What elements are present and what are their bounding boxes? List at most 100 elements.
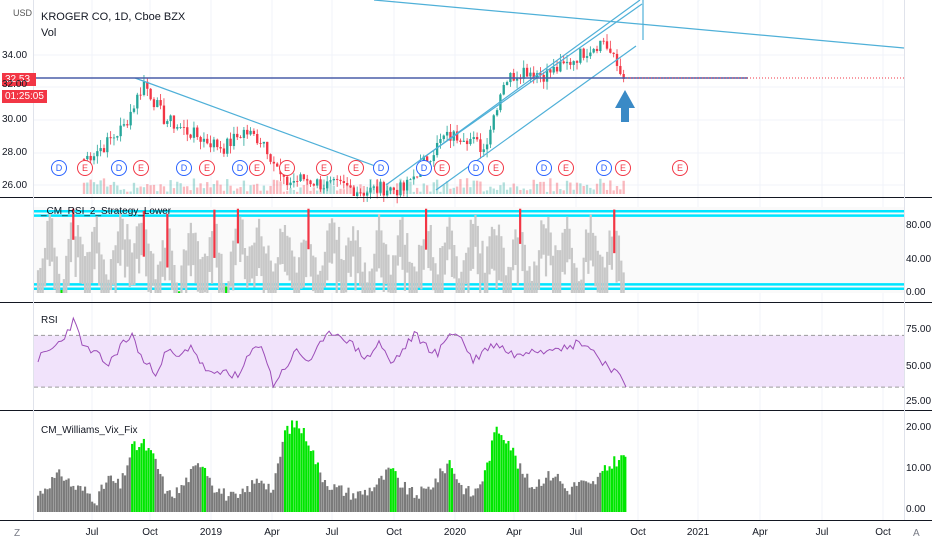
volume-bar (452, 187, 455, 194)
rsi-pane-title[interactable]: RSI (41, 315, 58, 326)
price-pane (34, 0, 905, 204)
vix-bar (441, 471, 444, 512)
vix-bar (349, 499, 352, 512)
vix-bar (46, 489, 49, 512)
volume-label[interactable]: Vol (41, 27, 57, 39)
vix-bar (100, 484, 103, 512)
dividend-marker[interactable]: D (468, 160, 484, 176)
vix-bar (269, 492, 272, 512)
vix-bar (453, 473, 456, 512)
dividend-marker[interactable]: D (176, 160, 192, 176)
vix-bar (295, 420, 298, 512)
volume-bar (202, 188, 206, 194)
vix-bar (434, 478, 437, 512)
volume-bar (582, 185, 585, 194)
earnings-marker[interactable]: E (558, 160, 574, 176)
vix-bar (105, 482, 108, 512)
candle-body (222, 148, 226, 154)
vix-bar (333, 484, 336, 512)
candle-body (382, 182, 385, 196)
earnings-marker[interactable]: E (615, 160, 631, 176)
timezone-button[interactable]: Z (14, 528, 21, 539)
earnings-marker[interactable]: E (488, 160, 504, 176)
dividend-marker[interactable]: D (232, 160, 248, 176)
volume-bar (575, 182, 579, 194)
earnings-marker[interactable]: E (249, 160, 265, 176)
candle-body (365, 192, 369, 196)
vix-bar (65, 479, 68, 512)
candle-body (402, 182, 405, 191)
candle-body (139, 94, 142, 96)
vix-bar (401, 487, 404, 512)
candle-body (512, 72, 515, 81)
vix-bar (62, 480, 65, 512)
vix-bar (124, 475, 127, 512)
volume-bar (259, 190, 262, 194)
vix-bar (577, 481, 581, 512)
candle-body (569, 61, 572, 65)
vix-bar (305, 441, 308, 512)
volume-bar (515, 186, 519, 194)
vix-bar (215, 492, 218, 512)
volume-bar (355, 191, 359, 194)
volume-bar (402, 183, 405, 194)
volume-bar (219, 184, 222, 194)
volume-bar (532, 179, 535, 194)
vix-bar (439, 468, 442, 512)
earnings-marker[interactable]: E (133, 160, 149, 176)
dividend-marker[interactable]: D (373, 160, 389, 176)
vix-bar (81, 490, 84, 512)
vix-bar (582, 480, 585, 512)
earnings-marker[interactable]: E (279, 160, 295, 176)
candle-body (609, 48, 612, 53)
volume-bar (119, 189, 122, 194)
volume-bar (499, 185, 502, 194)
volume-bar (382, 183, 385, 194)
dividend-marker[interactable]: D (416, 160, 432, 176)
dividend-marker[interactable]: D (536, 160, 552, 176)
vix-bar (552, 477, 555, 512)
vix-bar (507, 440, 510, 512)
dividend-marker[interactable]: D (51, 160, 67, 176)
candle-body (502, 84, 505, 95)
earnings-marker[interactable]: E (348, 160, 364, 176)
candle-body (292, 180, 296, 183)
earnings-marker[interactable]: E (199, 160, 215, 176)
candle-body (289, 182, 292, 186)
vix-bar (521, 473, 524, 512)
candle-body (602, 40, 605, 42)
volume-bar (216, 180, 219, 194)
vix-bar (556, 473, 559, 512)
volume-bar (172, 188, 176, 194)
vix-bar (519, 463, 522, 512)
volume-bar (306, 178, 309, 194)
earnings-marker[interactable]: E (434, 160, 450, 176)
candle-body (529, 72, 532, 77)
candle-body (322, 188, 326, 190)
vix-pane-title[interactable]: CM_Williams_Vix_Fix (41, 425, 138, 436)
vix-bar (128, 457, 131, 512)
auto-scale-button[interactable]: A (913, 528, 920, 539)
volume-bar (102, 178, 106, 194)
candle-body (395, 189, 399, 196)
vix-bar (469, 496, 472, 512)
dividend-marker[interactable]: D (596, 160, 612, 176)
x-tick-jul: Jul (815, 527, 829, 538)
candle-body (336, 178, 339, 180)
candle-body (422, 156, 425, 163)
earnings-marker[interactable]: E (316, 160, 332, 176)
volume-bar (419, 191, 422, 194)
dividend-marker[interactable]: D (111, 160, 127, 176)
candle-body (152, 99, 156, 108)
earnings-marker[interactable]: E (672, 160, 688, 176)
rsi2-pane-title[interactable]: _CM_RSI_2_Strategy_Lower (41, 206, 172, 217)
vix-bar (331, 489, 334, 512)
candle-body (455, 131, 459, 141)
vix-bar (559, 481, 562, 512)
earnings-marker[interactable]: E (77, 160, 93, 176)
vix-bar (241, 488, 244, 512)
volume-bar (159, 184, 162, 194)
symbol-title[interactable]: KROGER CO, 1D, Cboe BZX (41, 11, 186, 23)
volume-bar (96, 184, 99, 194)
